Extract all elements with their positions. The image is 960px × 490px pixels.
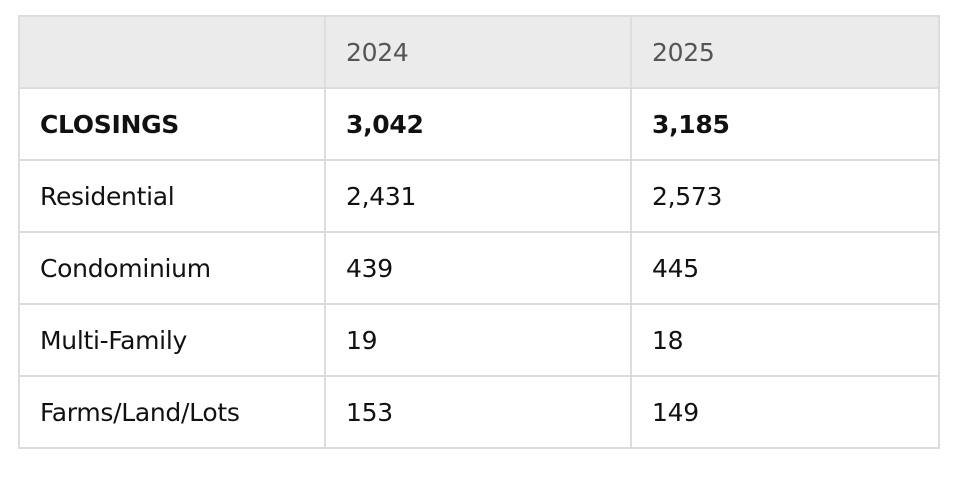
cell-2024: 19 [324, 303, 632, 377]
header-cell-empty [18, 15, 326, 89]
cell-2024: 3,042 [324, 87, 632, 161]
row-label: Condominium [18, 231, 326, 305]
row-label: Residential [18, 159, 326, 233]
table-header: 2024 2025 [18, 15, 940, 89]
row-label: Multi-Family [18, 303, 326, 377]
row-label: Farms/Land/Lots [18, 375, 326, 449]
cell-2025: 3,185 [630, 87, 940, 161]
table-row-closings: CLOSINGS 3,042 3,185 [18, 87, 940, 161]
closings-table: 2024 2025 CLOSINGS 3,042 3,185 Residenti… [18, 15, 940, 449]
cell-2024: 2,431 [324, 159, 632, 233]
cell-2025: 18 [630, 303, 940, 377]
header-cell-2025: 2025 [630, 15, 940, 89]
cell-2025: 149 [630, 375, 940, 449]
row-label: CLOSINGS [18, 87, 326, 161]
cell-2025: 445 [630, 231, 940, 305]
table-row-residential: Residential 2,431 2,573 [18, 159, 940, 233]
table-row-farms-land-lots: Farms/Land/Lots 153 149 [18, 375, 940, 449]
cell-2024: 153 [324, 375, 632, 449]
table-row-multi-family: Multi-Family 19 18 [18, 303, 940, 377]
cell-2025: 2,573 [630, 159, 940, 233]
table-body: CLOSINGS 3,042 3,185 Residential 2,431 2… [18, 87, 940, 449]
table-row-condominium: Condominium 439 445 [18, 231, 940, 305]
header-cell-2024: 2024 [324, 15, 632, 89]
header-row: 2024 2025 [18, 15, 940, 89]
cell-2024: 439 [324, 231, 632, 305]
